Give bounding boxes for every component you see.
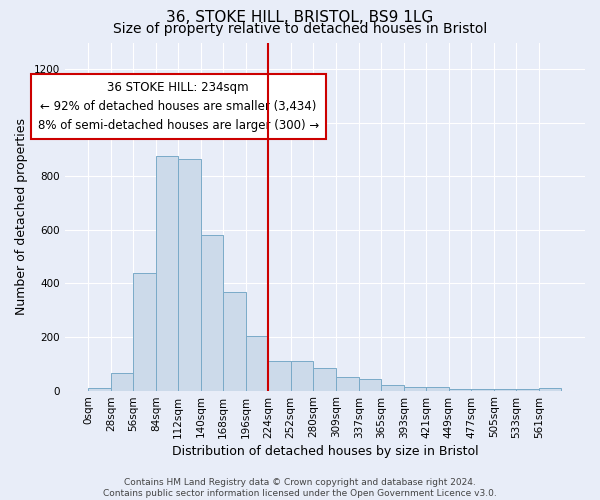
Bar [313, 368, 337, 390]
Bar [449, 389, 472, 390]
Text: 36 STOKE HILL: 234sqm
← 92% of detached houses are smaller (3,434)
8% of semi-de: 36 STOKE HILL: 234sqm ← 92% of detached … [38, 82, 319, 132]
Bar [359, 378, 382, 390]
Bar [88, 388, 111, 390]
Bar [133, 273, 156, 390]
Bar [404, 386, 427, 390]
Bar [472, 389, 494, 390]
Bar [337, 376, 359, 390]
Bar [291, 361, 313, 390]
Bar [246, 336, 268, 390]
Bar [178, 159, 201, 390]
X-axis label: Distribution of detached houses by size in Bristol: Distribution of detached houses by size … [172, 444, 478, 458]
Text: Size of property relative to detached houses in Bristol: Size of property relative to detached ho… [113, 22, 487, 36]
Bar [517, 389, 539, 390]
Text: Contains HM Land Registry data © Crown copyright and database right 2024.
Contai: Contains HM Land Registry data © Crown c… [103, 478, 497, 498]
Bar [223, 292, 246, 390]
Bar [111, 373, 133, 390]
Bar [539, 388, 562, 390]
Text: 36, STOKE HILL, BRISTOL, BS9 1LG: 36, STOKE HILL, BRISTOL, BS9 1LG [166, 10, 434, 25]
Bar [201, 236, 223, 390]
Bar [382, 385, 404, 390]
Bar [268, 361, 291, 390]
Bar [156, 156, 178, 390]
Y-axis label: Number of detached properties: Number of detached properties [15, 118, 28, 315]
Bar [427, 386, 449, 390]
Bar [494, 389, 517, 390]
